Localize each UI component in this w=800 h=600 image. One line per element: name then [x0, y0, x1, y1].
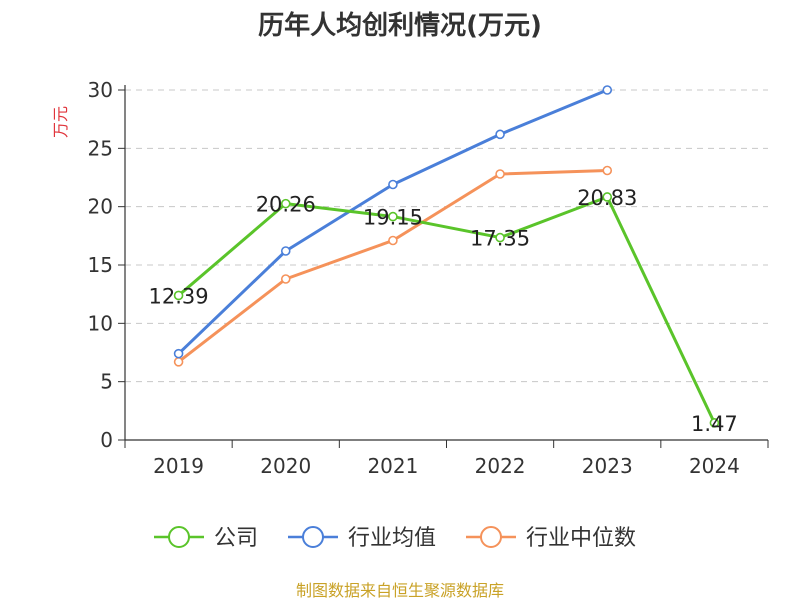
data-label: 1.47: [691, 412, 738, 436]
x-tick-label: 2024: [689, 454, 740, 478]
data-point: [280, 246, 291, 256]
x-tick-label: 2019: [153, 454, 204, 478]
series-line: [177, 169, 609, 364]
legend-item[interactable]: 行业均值: [288, 526, 436, 551]
data-label: 12.39: [149, 284, 209, 308]
series-layer: [173, 85, 720, 428]
data-point: [602, 165, 613, 176]
legend-item[interactable]: 公司: [154, 526, 258, 551]
y-tick-label: 30: [88, 78, 113, 102]
data-point: [602, 85, 613, 95]
data-labels: 12.39 20.26 19.15 17.35 20.83 1.47: [149, 186, 738, 436]
y-tick-label: 0: [100, 428, 113, 452]
y-tick-label: 5: [100, 370, 113, 394]
data-point: [280, 274, 291, 284]
x-tick-label: 2020: [260, 454, 311, 478]
legend-label: 行业中位数: [526, 526, 636, 551]
data-point: [602, 192, 613, 202]
data-point: [495, 169, 505, 179]
legend-marker: [168, 526, 190, 548]
data-point: [173, 348, 184, 359]
y-tick-label: 20: [88, 195, 113, 219]
y-tick-label: 10: [88, 311, 113, 335]
legend-marker: [480, 526, 502, 548]
data-label: 20.83: [577, 186, 637, 210]
x-tick-label: 2023: [582, 454, 633, 478]
data-point: [495, 129, 505, 140]
data-label: 20.26: [256, 193, 316, 217]
y-tick-label: 15: [88, 253, 113, 277]
series-line: [177, 195, 716, 425]
x-tick-label: 2021: [367, 454, 418, 478]
source-note: 制图数据来自恒生聚源数据库: [296, 581, 504, 600]
legend-item[interactable]: 行业中位数: [466, 526, 636, 551]
legend-label: 公司: [214, 526, 258, 551]
x-tick-label: 2022: [475, 454, 526, 478]
data-point: [173, 290, 184, 301]
legend[interactable]: 公司 行业均值 行业中位数: [154, 526, 636, 551]
data-point: [173, 357, 184, 367]
legend-marker: [302, 526, 324, 548]
data-point: [709, 418, 720, 428]
axes: 0 5 10 15 20 25 30 2019 2020 2021 2022 2023 2024: [88, 78, 769, 478]
data-label: 19.15: [363, 206, 423, 230]
grid: [125, 89, 768, 383]
y-tick-label: 25: [88, 136, 113, 160]
data-label: 17.35: [470, 227, 530, 251]
chart-title: 历年人均创利情况(万元): [258, 10, 542, 41]
data-point: [388, 211, 398, 222]
legend-label: 行业均值: [348, 526, 436, 551]
data-point: [280, 198, 291, 209]
data-point: [388, 235, 398, 246]
y-axis-label: 万元: [51, 106, 70, 138]
data-point: [495, 232, 505, 243]
data-point: [388, 179, 398, 190]
